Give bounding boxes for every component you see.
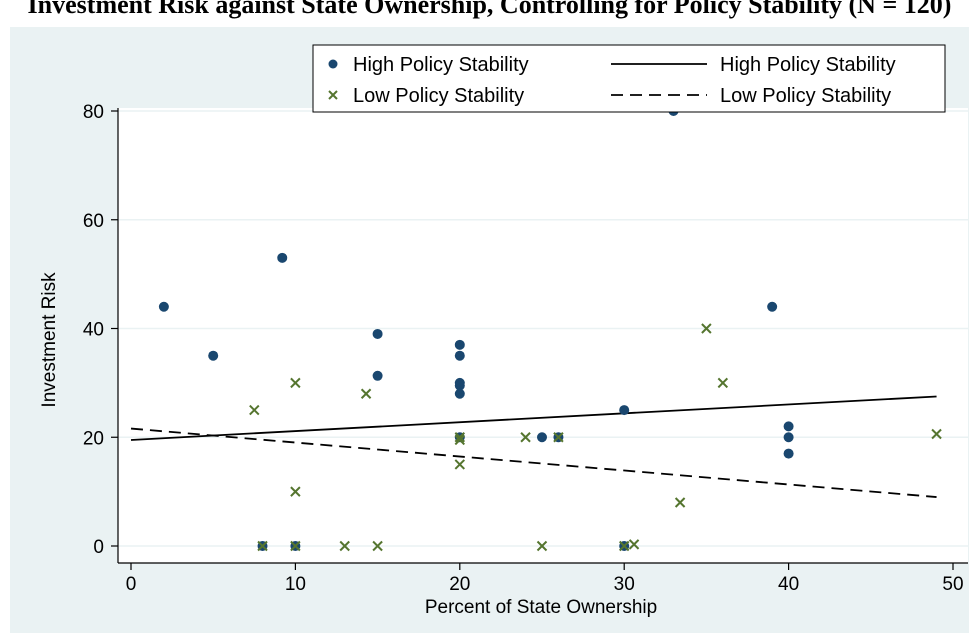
- y-tick-label: 20: [83, 428, 104, 449]
- axes: 0 20 40 60 80 0 10 20 30 40 50: [83, 102, 968, 595]
- data-point-low-stability: [931, 428, 942, 440]
- x-axis-title: Percent of State Ownership: [425, 597, 657, 618]
- legend-marker-low-stability: [328, 90, 338, 100]
- data-point-low-stability: [674, 497, 686, 508]
- data-point-low-stability: [339, 540, 350, 552]
- legend-marker-high-stability: [328, 59, 338, 69]
- data-point-high-stability: [158, 301, 169, 312]
- y-axis-title: Investment Risk: [39, 272, 60, 408]
- legend-box: [312, 44, 946, 113]
- data-point-high-stability: [277, 252, 288, 263]
- data-point-high-stability: [619, 405, 630, 416]
- data-point-low-stability: [701, 323, 712, 334]
- data-point-low-stability: [454, 434, 466, 446]
- data-point-low-stability: [290, 377, 301, 389]
- fit-line-high-stability: [130, 395, 937, 441]
- y-tick-label: 40: [83, 320, 104, 341]
- data-point-high-stability: [783, 448, 794, 459]
- data-point-high-stability: [454, 339, 465, 350]
- x-tick-label: 10: [285, 574, 306, 595]
- data-point-low-stability: [618, 540, 630, 552]
- data-point-high-stability: [372, 370, 383, 381]
- data-point-low-stability: [553, 432, 564, 443]
- data-point-high-stability: [454, 388, 465, 399]
- data-point-low-stability: [290, 486, 301, 497]
- data-point-low-stability: [290, 540, 301, 552]
- data-point-low-stability: [717, 377, 729, 389]
- data-point-low-stability: [454, 432, 466, 443]
- data-point-low-stability: [536, 540, 548, 552]
- data-point-high-stability: [783, 421, 794, 432]
- data-point-high-stability: [537, 432, 547, 443]
- x-tick-label: 40: [778, 574, 799, 595]
- data-points: [158, 106, 942, 552]
- y-tick-label: 0: [93, 537, 104, 558]
- legend-label: High Policy Stability: [353, 54, 529, 76]
- data-point-low-stability: [360, 388, 372, 399]
- fit-lines: [130, 395, 937, 498]
- plot-area: [118, 108, 968, 563]
- legend-label: Low Policy Stability: [720, 85, 891, 107]
- x-tick-label: 50: [942, 574, 963, 595]
- y-tick-label: 60: [83, 211, 104, 232]
- data-point-low-stability: [257, 540, 268, 552]
- data-point-high-stability: [783, 432, 794, 443]
- data-point-low-stability: [454, 459, 466, 470]
- data-point-high-stability: [454, 380, 465, 391]
- legend-label: High Policy Stability: [720, 54, 896, 76]
- data-point-low-stability: [520, 432, 531, 443]
- x-tick-label: 20: [449, 574, 470, 595]
- data-point-high-stability: [767, 301, 778, 312]
- x-tick-label: 30: [614, 574, 635, 595]
- y-tick-label: 80: [83, 102, 104, 123]
- legend-label: Low Policy Stability: [353, 85, 524, 107]
- data-point-low-stability: [372, 540, 383, 552]
- data-point-high-stability: [454, 350, 465, 361]
- data-point-high-stability: [208, 350, 219, 361]
- x-tick-label: 0: [126, 574, 137, 595]
- data-point-low-stability: [628, 539, 640, 550]
- legend: High Policy Stability Low Policy Stabilit…: [312, 44, 946, 113]
- fit-line-low-stability: [130, 427, 937, 498]
- chart-title: Investment Risk against State Ownership,…: [27, 0, 952, 19]
- data-point-high-stability: [372, 328, 383, 339]
- data-point-low-stability: [249, 404, 260, 416]
